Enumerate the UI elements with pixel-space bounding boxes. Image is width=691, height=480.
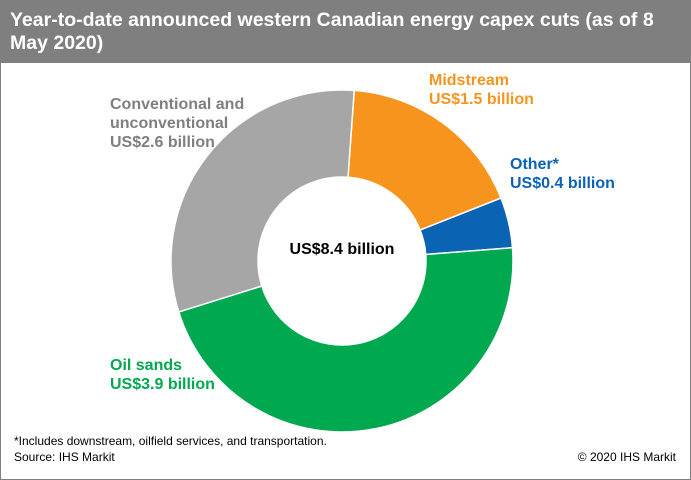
- slice-value: US$2.6 billion: [110, 134, 215, 151]
- slice-value: US$0.4 billion: [510, 175, 615, 192]
- copyright-note: © 2020 IHS Markit: [577, 450, 676, 464]
- slice-name-line-2: unconventional: [110, 115, 229, 132]
- slice-name: Other*: [510, 156, 559, 173]
- slice-label-oil-sands: Oil sands US$3.9 billion: [110, 356, 215, 394]
- slice-name: Oil sands: [110, 357, 183, 374]
- title-bar: Year-to-date announced western Canadian …: [1, 1, 690, 63]
- slice-label-conventional: Conventional and unconventional US$2.6 b…: [110, 95, 244, 152]
- footnote: *Includes downstream, oilfield services,…: [14, 434, 327, 448]
- donut-slice-oil-sands: [177, 246, 514, 433]
- slice-label-midstream: Midstream US$1.5 billion: [429, 71, 534, 109]
- slice-name: Midstream: [429, 72, 510, 89]
- source-note: Source: IHS Markit: [14, 450, 115, 464]
- donut-center-total: US$8.4 billion: [289, 241, 395, 258]
- donut-slice-midstream: [347, 89, 502, 232]
- slice-label-other: Other* US$0.4 billion: [510, 155, 615, 193]
- slice-name-line-1: Conventional and: [110, 96, 245, 113]
- slice-value: US$1.5 billion: [429, 91, 534, 108]
- chart-title: Year-to-date announced western Canadian …: [10, 9, 654, 54]
- slice-value: US$3.9 billion: [110, 376, 215, 393]
- donut-slice-conventional-and-unconventional: [170, 89, 356, 313]
